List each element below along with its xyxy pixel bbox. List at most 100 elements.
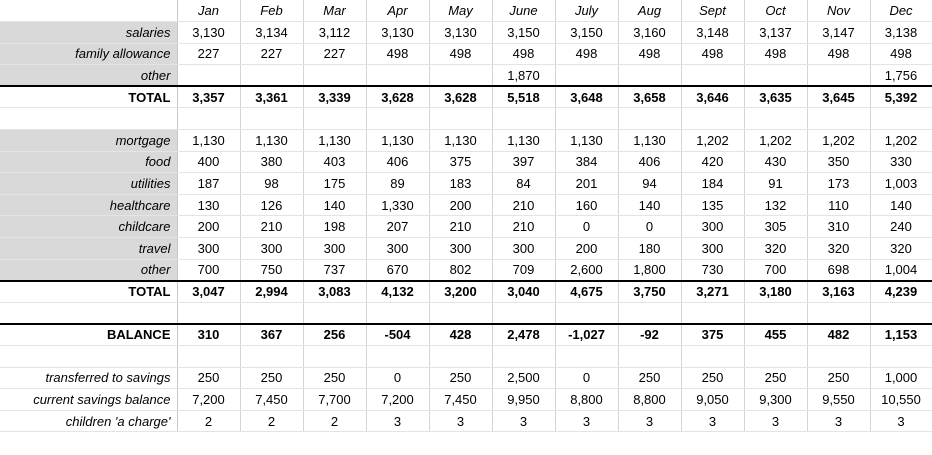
value-cell[interactable]: 300	[681, 237, 745, 260]
month-header-nov[interactable]: Nov	[807, 0, 871, 23]
value-cell[interactable]: 187	[177, 172, 241, 195]
value-cell[interactable]: 3	[744, 410, 808, 433]
value-cell[interactable]: 200	[177, 215, 241, 239]
value-cell[interactable]: 3,635	[744, 85, 808, 109]
value-cell[interactable]	[303, 64, 367, 87]
value-cell[interactable]: 750	[240, 259, 304, 282]
value-cell[interactable]: 3,130	[177, 21, 241, 44]
value-cell[interactable]: 350	[807, 151, 871, 174]
month-header-jan[interactable]: Jan	[177, 0, 241, 23]
value-cell[interactable]: 3	[429, 410, 493, 433]
empty-cell[interactable]	[555, 107, 619, 131]
value-cell[interactable]: 709	[492, 259, 556, 282]
empty-cell[interactable]	[366, 302, 430, 325]
value-cell[interactable]: 1,003	[870, 172, 932, 195]
row-label[interactable]: other	[0, 64, 178, 87]
value-cell[interactable]: 140	[870, 194, 932, 217]
value-cell[interactable]: 1,756	[870, 64, 932, 87]
row-label[interactable]: utilities	[0, 172, 178, 195]
value-cell[interactable]: 110	[807, 194, 871, 217]
value-cell[interactable]: 94	[618, 172, 682, 195]
value-cell[interactable]: 7,450	[240, 388, 304, 411]
empty-cell[interactable]	[618, 302, 682, 325]
value-cell[interactable]: 3,645	[807, 85, 871, 109]
value-cell[interactable]: 498	[807, 43, 871, 66]
empty-cell[interactable]	[618, 345, 682, 368]
value-cell[interactable]: 1,004	[870, 259, 932, 282]
value-cell[interactable]: 9,550	[807, 388, 871, 411]
value-cell[interactable]: 3,339	[303, 85, 367, 109]
value-cell[interactable]: 3,271	[681, 279, 745, 303]
value-cell[interactable]: 3,138	[870, 21, 932, 44]
value-cell[interactable]: 498	[366, 43, 430, 66]
row-label[interactable]: TOTAL	[0, 279, 178, 303]
value-cell[interactable]: -1,027	[555, 322, 619, 346]
value-cell[interactable]: 210	[492, 215, 556, 239]
value-cell[interactable]: 2,500	[492, 367, 556, 390]
value-cell[interactable]: 2,478	[492, 322, 556, 346]
month-header-sept[interactable]: Sept	[681, 0, 745, 23]
value-cell[interactable]: 1,202	[870, 129, 932, 152]
empty-cell[interactable]	[681, 107, 745, 131]
value-cell[interactable]: 126	[240, 194, 304, 217]
empty-cell[interactable]	[177, 107, 241, 131]
value-cell[interactable]: 201	[555, 172, 619, 195]
value-cell[interactable]: 207	[366, 215, 430, 239]
row-label[interactable]: current savings balance	[0, 388, 178, 411]
month-header-aug[interactable]: Aug	[618, 0, 682, 23]
value-cell[interactable]	[681, 64, 745, 87]
empty-cell[interactable]	[240, 302, 304, 325]
empty-cell[interactable]	[744, 345, 808, 368]
value-cell[interactable]: 406	[618, 151, 682, 174]
month-header-oct[interactable]: Oct	[744, 0, 808, 23]
value-cell[interactable]: 200	[429, 194, 493, 217]
value-cell[interactable]: 482	[807, 322, 871, 346]
value-cell[interactable]: 4,239	[870, 279, 932, 303]
empty-cell[interactable]	[492, 302, 556, 325]
value-cell[interactable]: 10,550	[870, 388, 932, 411]
value-cell[interactable]: 300	[303, 237, 367, 260]
value-cell[interactable]: 300	[492, 237, 556, 260]
empty-cell[interactable]	[240, 107, 304, 131]
value-cell[interactable]: 300	[429, 237, 493, 260]
value-cell[interactable]: 7,200	[366, 388, 430, 411]
value-cell[interactable]: 1,130	[492, 129, 556, 152]
value-cell[interactable]: 1,130	[618, 129, 682, 152]
value-cell[interactable]: 1,130	[429, 129, 493, 152]
value-cell[interactable]: 498	[429, 43, 493, 66]
value-cell[interactable]: 320	[807, 237, 871, 260]
value-cell[interactable]: 3	[492, 410, 556, 433]
value-cell[interactable]	[807, 64, 871, 87]
empty-cell[interactable]	[240, 345, 304, 368]
month-header-may[interactable]: May	[429, 0, 493, 23]
value-cell[interactable]: 210	[492, 194, 556, 217]
empty-cell[interactable]	[807, 345, 871, 368]
value-cell[interactable]: 1,130	[240, 129, 304, 152]
value-cell[interactable]: 498	[681, 43, 745, 66]
empty-cell[interactable]	[303, 345, 367, 368]
value-cell[interactable]: 1,130	[555, 129, 619, 152]
value-cell[interactable]: 0	[618, 215, 682, 239]
value-cell[interactable]: 98	[240, 172, 304, 195]
empty-cell[interactable]	[0, 345, 178, 368]
row-label[interactable]: other	[0, 259, 178, 282]
value-cell[interactable]: 428	[429, 322, 493, 346]
value-cell[interactable]: 300	[240, 237, 304, 260]
value-cell[interactable]: 160	[555, 194, 619, 217]
empty-cell[interactable]	[177, 302, 241, 325]
value-cell[interactable]: 3,180	[744, 279, 808, 303]
value-cell[interactable]: 700	[177, 259, 241, 282]
value-cell[interactable]: 5,392	[870, 85, 932, 109]
value-cell[interactable]: -92	[618, 322, 682, 346]
value-cell[interactable]: 3,628	[366, 85, 430, 109]
value-cell[interactable]: 4,675	[555, 279, 619, 303]
value-cell[interactable]: 3	[870, 410, 932, 433]
value-cell[interactable]: 375	[429, 151, 493, 174]
value-cell[interactable]: 3,361	[240, 85, 304, 109]
value-cell[interactable]: 320	[870, 237, 932, 260]
value-cell[interactable]: 0	[366, 367, 430, 390]
value-cell[interactable]: 3,646	[681, 85, 745, 109]
empty-cell[interactable]	[366, 345, 430, 368]
value-cell[interactable]: 8,800	[555, 388, 619, 411]
value-cell[interactable]: 698	[807, 259, 871, 282]
